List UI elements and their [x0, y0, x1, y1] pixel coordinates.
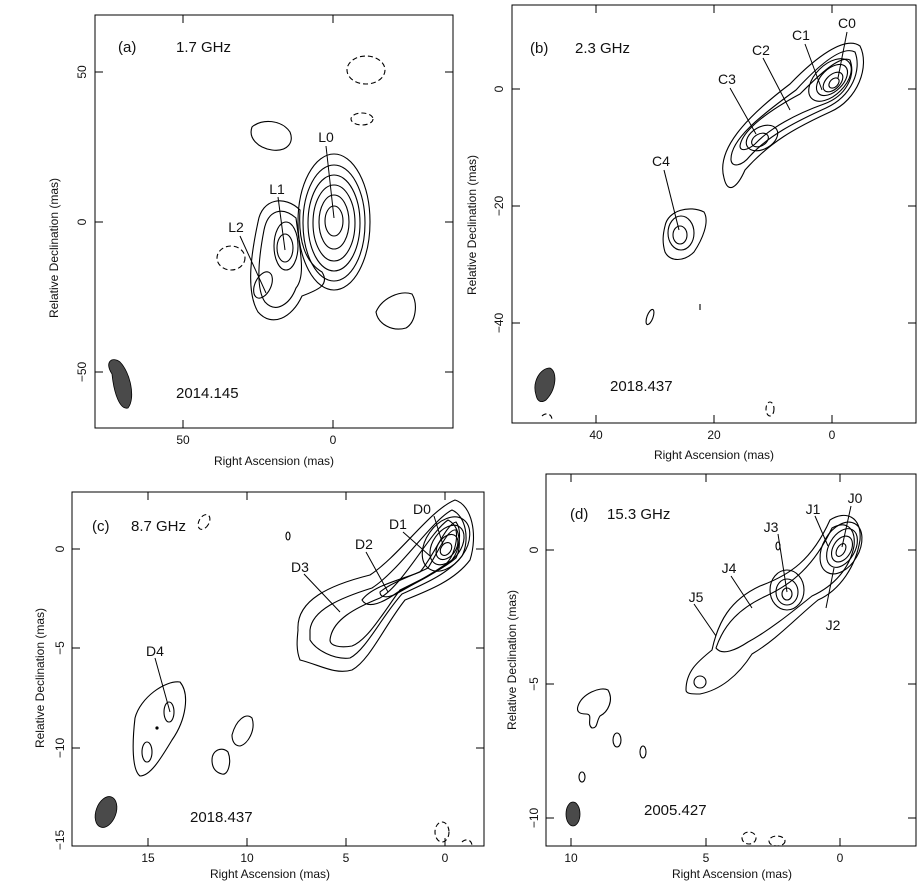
panel-d-ytick-3: −10 — [527, 807, 541, 828]
panel-d-xtick-2: 5 — [703, 851, 710, 865]
panel-b-component-label: C4 — [652, 153, 670, 169]
panel-b: 40 20 0 0 −20 −40 Right Ascension (mas) … — [465, 4, 917, 462]
panel-a-component-label: L2 — [228, 219, 244, 235]
panel-a-ytick-2: 0 — [75, 218, 89, 225]
panel-d-beam — [565, 801, 581, 827]
panel-b-epoch: 2018.437 — [610, 378, 673, 395]
panel-c-component-label: D3 — [291, 559, 309, 575]
panel-c-frequency: 8.7 GHz — [131, 518, 186, 535]
panel-b-component-label: C3 — [718, 71, 736, 87]
panel-b-label: (b) — [530, 40, 548, 57]
panel-a-frame — [94, 14, 454, 429]
panel-b-contours — [541, 42, 864, 421]
panel-a-beam — [108, 359, 133, 409]
panel-c-xlabel: Right Ascension (mas) — [210, 867, 330, 881]
panel-c-ytick-3: −10 — [53, 737, 67, 758]
panel-c-contours — [132, 499, 474, 847]
panel-c-xtick-2: 10 — [240, 851, 254, 865]
panel-d-component-label: J2 — [826, 617, 841, 633]
panel-a-frequency: 1.7 GHz — [176, 39, 231, 56]
panel-d-epoch: 2005.427 — [644, 802, 707, 819]
panel-b-xtick-1: 40 — [589, 428, 603, 442]
panel-d-contours — [576, 514, 863, 847]
panel-c-xtick-1: 15 — [141, 851, 155, 865]
panel-a: 50 0 50 0 −50 Right Ascension (mas) Rela… — [47, 14, 454, 468]
panel-a-ytick-3: −50 — [75, 361, 89, 382]
panel-c-ytick-4: −15 — [53, 829, 67, 850]
panel-c-component-label: D1 — [389, 516, 407, 532]
panel-a-xtick-1: 50 — [176, 433, 190, 447]
panel-c-xtick-4: 0 — [442, 851, 449, 865]
panel-a-xtick-2: 0 — [330, 433, 337, 447]
panel-d-label: (d) — [570, 506, 588, 523]
panel-b-xlabel: Right Ascension (mas) — [654, 448, 774, 462]
panel-c-epoch: 2018.437 — [190, 809, 253, 826]
panel-b-ytick-3: −40 — [492, 312, 506, 333]
panel-c-component-label: D0 — [413, 501, 431, 517]
panel-b-component-label: C2 — [752, 42, 770, 58]
panel-a-ytick-1: 50 — [75, 65, 89, 79]
panel-d-ytick-2: −5 — [527, 677, 541, 691]
panel-b-xtick-2: 20 — [707, 428, 721, 442]
panel-a-contours — [216, 55, 416, 330]
panel-b-frequency: 2.3 GHz — [575, 40, 630, 57]
panel-d-component-label: J1 — [806, 501, 821, 517]
panel-a-xlabel: Right Ascension (mas) — [214, 454, 334, 468]
panel-a-component-label: L1 — [269, 181, 285, 197]
panel-b-ylabel: Relative Declination (mas) — [465, 155, 479, 295]
panel-c-beam — [94, 796, 118, 828]
panel-d-component-label: J4 — [722, 560, 737, 576]
panel-c-ytick-1: 0 — [53, 545, 67, 552]
panel-d-component-label: J0 — [848, 490, 863, 506]
panel-d-xtick-3: 0 — [837, 851, 844, 865]
panel-c-label: (c) — [92, 518, 110, 535]
panel-d-xtick-1: 10 — [564, 851, 578, 865]
panel-c-component-label: D2 — [355, 536, 373, 552]
panel-c-frame — [71, 491, 485, 847]
panel-b-frame — [511, 4, 917, 424]
panel-c-component-label: D4 — [146, 643, 164, 659]
panel-a-label: (a) — [118, 39, 136, 56]
panel-b-ytick-2: −20 — [492, 195, 506, 216]
panel-c-ylabel: Relative Declination (mas) — [33, 608, 47, 748]
panel-c-ytick-2: −5 — [53, 641, 67, 655]
panel-b-component-label: C0 — [838, 15, 856, 31]
panel-b-beam — [534, 367, 556, 403]
panel-d: 10 5 0 0 −5 −10 Right Ascension (mas) Re… — [505, 473, 917, 881]
panel-d-frame — [545, 473, 917, 847]
panel-d-component-label: J3 — [764, 519, 779, 535]
panel-d-component-label: J5 — [689, 589, 704, 605]
panel-a-ylabel: Relative Declination (mas) — [47, 178, 61, 318]
panel-d-ytick-1: 0 — [527, 546, 541, 553]
panel-a-component-label: L0 — [318, 129, 334, 145]
panel-a-epoch: 2014.145 — [176, 385, 239, 402]
panel-d-frequency: 15.3 GHz — [607, 506, 670, 523]
panel-d-ylabel: Relative Declination (mas) — [505, 590, 519, 730]
panel-b-ytick-1: 0 — [492, 85, 506, 92]
panel-b-xtick-3: 0 — [829, 428, 836, 442]
panel-c-xtick-3: 5 — [343, 851, 350, 865]
panel-b-component-label: C1 — [792, 27, 810, 43]
panel-c: 15 10 5 0 0 −5 −10 −15 Right Ascension (… — [33, 491, 485, 881]
panel-d-xlabel: Right Ascension (mas) — [672, 867, 792, 881]
